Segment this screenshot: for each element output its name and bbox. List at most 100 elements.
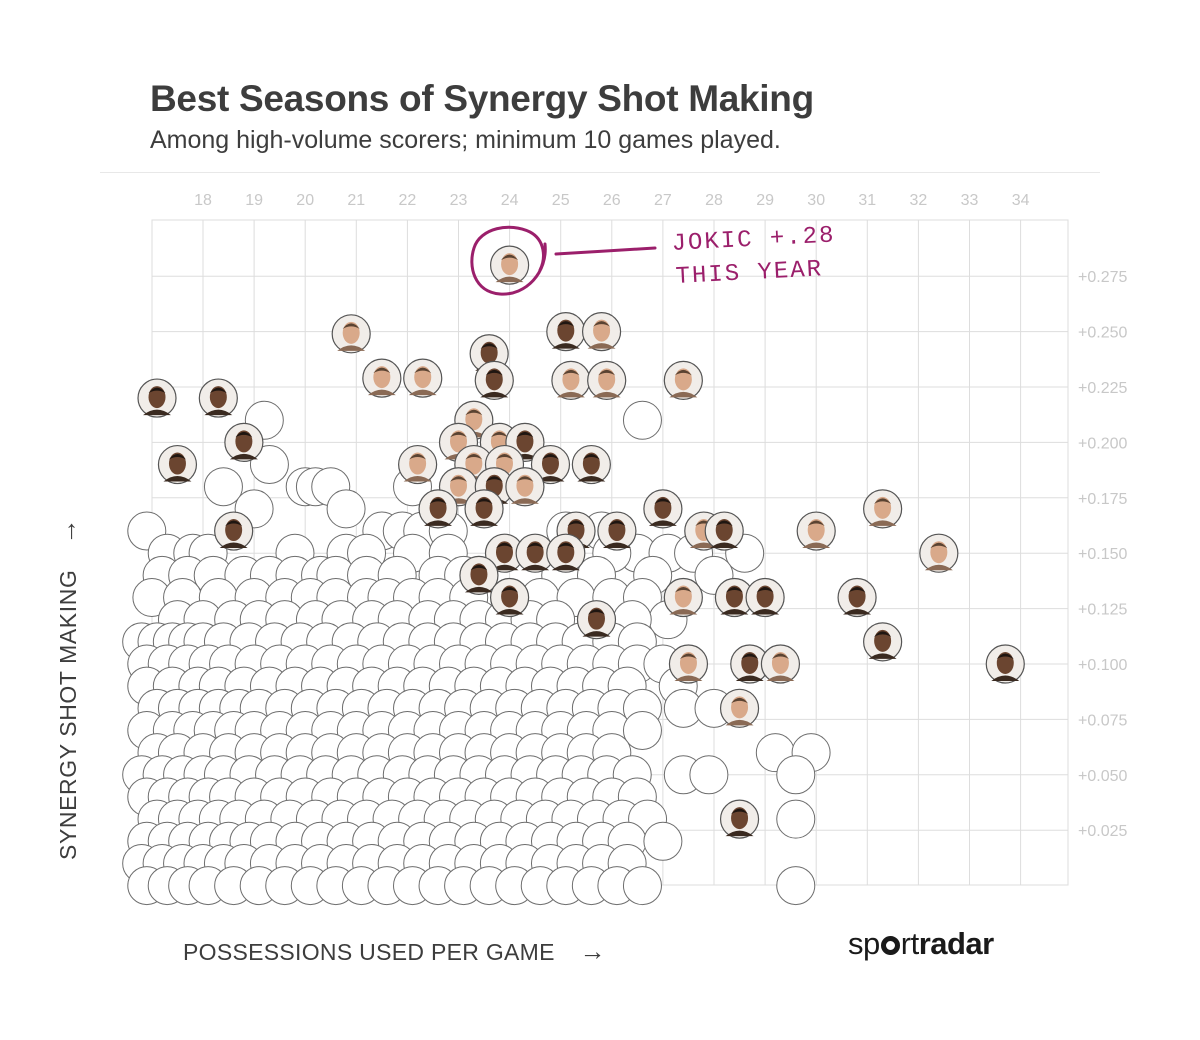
player-face bbox=[475, 496, 493, 519]
player-hair bbox=[168, 454, 186, 460]
player-shoulders bbox=[424, 520, 453, 526]
player-face bbox=[731, 696, 749, 719]
player-hair bbox=[450, 431, 467, 438]
player-face bbox=[996, 652, 1014, 674]
player-shoulders bbox=[669, 609, 698, 615]
player-shoulders bbox=[802, 542, 831, 549]
x-tick-label: 34 bbox=[1012, 192, 1030, 209]
player-hair bbox=[593, 321, 611, 327]
y-tick-label: +0.275 bbox=[1078, 269, 1127, 286]
season-circle bbox=[249, 445, 289, 485]
player-hair bbox=[485, 476, 503, 482]
player-face-icon bbox=[464, 489, 504, 529]
player-hair bbox=[209, 387, 227, 394]
player-hair bbox=[731, 808, 749, 815]
player-hair bbox=[731, 697, 749, 704]
player-hair bbox=[541, 454, 559, 460]
player-face bbox=[874, 496, 892, 519]
player-face-icon bbox=[704, 511, 744, 551]
player-shoulders bbox=[163, 476, 192, 482]
player-hair bbox=[582, 454, 600, 460]
x-tick-label: 33 bbox=[961, 192, 979, 209]
player-hair bbox=[608, 520, 626, 527]
sportradar-logo: sp rtradar bbox=[848, 926, 994, 962]
player-face-icon bbox=[587, 360, 627, 400]
header-divider bbox=[100, 172, 1100, 173]
x-tick-label: 32 bbox=[910, 192, 928, 209]
player-face bbox=[209, 386, 227, 409]
player-face-icon bbox=[157, 444, 198, 485]
player-hair bbox=[516, 476, 534, 482]
player-face bbox=[679, 652, 697, 674]
player-hair bbox=[414, 367, 432, 374]
player-face-icon bbox=[581, 312, 622, 352]
player-face-icon bbox=[571, 444, 611, 485]
player-face-icon bbox=[597, 511, 637, 551]
chart-title: Best Seasons of Synergy Shot Making bbox=[150, 78, 814, 119]
player-face-icon bbox=[530, 444, 571, 485]
player-face bbox=[674, 585, 692, 608]
player-hair bbox=[495, 454, 513, 460]
player-face bbox=[562, 368, 580, 391]
player-hair bbox=[598, 369, 616, 376]
x-tick-label: 30 bbox=[807, 192, 825, 209]
player-face-icon bbox=[474, 360, 514, 400]
player-hair bbox=[715, 520, 733, 527]
player-face bbox=[414, 366, 432, 389]
player-face bbox=[465, 452, 483, 475]
season-circle bbox=[776, 866, 816, 906]
player-shoulders bbox=[868, 520, 897, 526]
player-shoulders bbox=[204, 409, 233, 416]
season-circle bbox=[776, 755, 816, 795]
player-face-icon bbox=[484, 533, 525, 573]
logo-text-1: sp bbox=[848, 926, 880, 961]
player-face bbox=[470, 563, 488, 586]
x-tick-label: 21 bbox=[347, 192, 365, 209]
player-shoulders bbox=[490, 564, 519, 571]
player-shoulders bbox=[464, 586, 493, 593]
player-face-icon bbox=[551, 360, 591, 400]
player-hair bbox=[679, 653, 697, 659]
y-tick-labels: +0.025 +0.050 +0.075 +0.100 +0.125 +0.150 +0.1… bbox=[1078, 269, 1127, 840]
jokic-face-icon bbox=[490, 245, 530, 285]
player-shoulders bbox=[582, 631, 611, 637]
player-shoulders bbox=[337, 345, 366, 351]
player-hair bbox=[557, 321, 575, 327]
player-face bbox=[465, 408, 483, 431]
player-shoulders bbox=[551, 564, 580, 571]
player-face bbox=[930, 541, 948, 564]
player-hair bbox=[465, 454, 483, 460]
player-face bbox=[541, 452, 559, 475]
player-face bbox=[807, 519, 825, 542]
player-shoulders bbox=[219, 542, 248, 549]
player-hair bbox=[235, 431, 253, 438]
player-face bbox=[598, 368, 616, 391]
player-hair bbox=[567, 520, 585, 527]
player-hair bbox=[654, 498, 672, 504]
player-hair bbox=[526, 542, 544, 549]
player-face-icon bbox=[837, 577, 877, 618]
player-face-icon bbox=[362, 358, 402, 398]
y-tick-label: +0.150 bbox=[1078, 546, 1127, 563]
player-face-icon bbox=[331, 314, 371, 354]
player-shoulders bbox=[725, 719, 754, 726]
y-tick-label: +0.250 bbox=[1078, 325, 1127, 342]
player-face bbox=[516, 430, 534, 453]
player-face bbox=[587, 607, 605, 630]
player-hair bbox=[587, 609, 605, 615]
player-face-icon bbox=[668, 644, 709, 684]
annotation-line bbox=[554, 246, 657, 256]
player-face bbox=[495, 541, 513, 564]
player-face-icon bbox=[663, 360, 703, 400]
season-circle bbox=[622, 866, 662, 906]
x-tick-label: 28 bbox=[705, 192, 723, 209]
player-face-icon bbox=[719, 799, 760, 839]
y-tick-label: +0.200 bbox=[1078, 435, 1127, 452]
x-tick-label: 19 bbox=[245, 192, 263, 209]
player-face-icon bbox=[796, 511, 836, 551]
player-shoulders bbox=[648, 520, 677, 526]
y-tick-label: +0.075 bbox=[1078, 712, 1127, 729]
x-tick-label: 31 bbox=[858, 192, 876, 209]
player-shoulders bbox=[725, 830, 754, 837]
player-shoulders bbox=[766, 675, 795, 681]
